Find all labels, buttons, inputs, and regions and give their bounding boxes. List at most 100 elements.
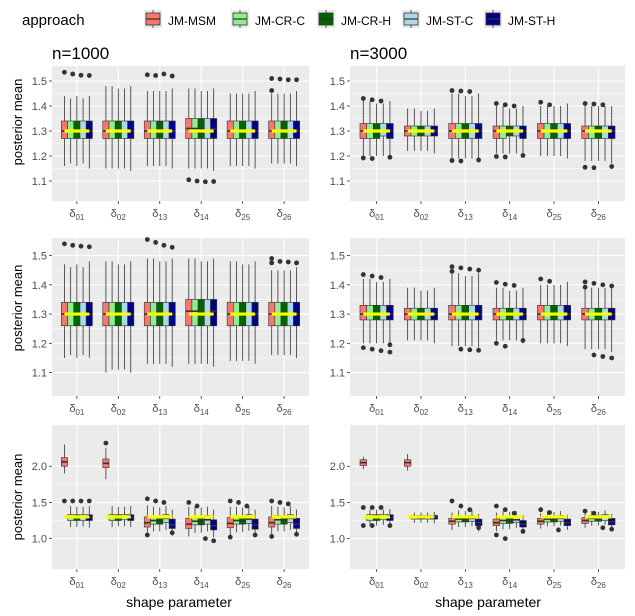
outlier-point	[449, 158, 455, 163]
outlier-point	[144, 237, 150, 242]
outlier-point	[62, 241, 67, 247]
outlier-point	[227, 498, 233, 504]
outlier-point	[78, 243, 84, 249]
y-tick-label: 1.1	[330, 368, 345, 380]
outlier-point	[387, 154, 393, 160]
x-tick-subscript: 26	[283, 213, 292, 222]
x-tick-subscript: 25	[553, 408, 562, 417]
outlier-point	[520, 528, 526, 534]
x-tick-symbol: δ	[69, 576, 75, 588]
y-axis-title: posterior mean	[10, 79, 25, 166]
outlier-point	[62, 69, 67, 75]
x-tick-subscript: 02	[420, 408, 429, 417]
outlier-point	[476, 157, 482, 163]
outlier-point	[70, 242, 76, 248]
box-group-δ01	[359, 96, 394, 161]
box-group-δ01	[359, 272, 394, 355]
box-jm-st-h	[168, 518, 176, 529]
outlier-point	[194, 503, 200, 509]
x-tick-subscript: 02	[117, 213, 126, 222]
x-tick-subscript: 14	[508, 213, 517, 222]
x-tick-label: δ26	[277, 403, 293, 417]
x-tick-label: δ14	[502, 403, 518, 417]
outlier-point	[476, 347, 482, 353]
outlier-point	[360, 523, 366, 528]
outlier-point	[609, 164, 615, 169]
outlier-point	[78, 498, 84, 504]
x-tick-symbol: δ	[235, 208, 241, 220]
x-tick-subscript: 25	[241, 213, 250, 222]
outlier-point	[236, 500, 241, 505]
x-tick-symbol: δ	[413, 403, 419, 415]
box-group-δ02	[404, 108, 438, 154]
outlier-point	[360, 345, 366, 351]
outlier-point	[449, 498, 455, 504]
x-tick-subscript: 01	[75, 213, 84, 222]
outlier-point	[86, 498, 92, 504]
panel-background	[350, 66, 625, 201]
x-tick-symbol: δ	[369, 576, 375, 588]
outlier-point	[502, 343, 508, 349]
outlier-point	[161, 242, 167, 248]
x-tick-label: δ25	[547, 208, 563, 222]
legend-entry-jm-st-c: JM-ST-C	[402, 10, 474, 28]
x-tick-label: δ02	[111, 403, 127, 417]
y-tick-label: 1.3	[32, 309, 47, 321]
panel-background	[350, 425, 625, 569]
outlier-point	[502, 536, 508, 542]
panel-background	[52, 238, 309, 396]
outlier-point	[493, 101, 499, 106]
x-tick-symbol: δ	[547, 576, 553, 588]
x-tick-symbol: δ	[547, 403, 553, 415]
x-tick-subscript: 02	[420, 581, 429, 590]
outlier-point	[387, 523, 393, 528]
x-tick-label: δ26	[277, 576, 293, 590]
outlier-point	[360, 96, 366, 101]
outlier-point	[387, 349, 393, 355]
box-group-δ01	[359, 456, 394, 528]
x-tick-label: δ14	[194, 208, 210, 222]
y-tick-label: 1.5	[330, 76, 345, 88]
outlier-point	[502, 102, 508, 108]
y-tick-label: 1.5	[32, 497, 47, 509]
x-tick-label: δ26	[591, 403, 607, 417]
x-tick-subscript: 25	[553, 581, 562, 590]
x-tick-subscript: 26	[597, 581, 606, 590]
outlier-point	[502, 507, 508, 513]
y-tick-label: 1.5	[32, 251, 47, 263]
y-tick-label: 1.1	[32, 368, 47, 380]
box-group-δ13	[143, 237, 176, 367]
outlier-point	[211, 538, 217, 544]
outlier-point	[600, 102, 606, 108]
x-tick-subscript: 25	[241, 581, 250, 590]
x-tick-subscript: 25	[553, 213, 562, 222]
box-group-δ02	[102, 261, 135, 373]
x-tick-subscript: 25	[241, 408, 250, 417]
x-tick-label: δ01	[69, 208, 85, 222]
box-group-δ14	[492, 280, 527, 349]
outlier-point	[449, 268, 455, 274]
x-tick-label: δ14	[502, 576, 518, 590]
x-tick-label: δ01	[69, 576, 85, 590]
x-tick-symbol: δ	[152, 576, 158, 588]
outlier-point	[269, 260, 275, 266]
x-tick-subscript: 14	[200, 581, 209, 590]
outlier-point	[502, 154, 508, 160]
outlier-point	[476, 267, 482, 273]
outlier-point	[378, 275, 384, 280]
x-tick-label: δ01	[69, 403, 85, 417]
outlier-point	[476, 525, 482, 531]
column-titles: n=1000 n=3000	[52, 44, 407, 63]
outlier-point	[556, 527, 561, 533]
legend-entry-jm-cr-h: JM-CR-H	[317, 10, 391, 28]
x-tick-symbol: δ	[413, 208, 419, 220]
box-group-δ26	[268, 498, 300, 539]
x-tick-label: δ25	[547, 576, 563, 590]
outlier-point	[285, 501, 291, 507]
x-tick-label: δ14	[502, 208, 518, 222]
x-tick-symbol: δ	[69, 403, 75, 415]
x-tick-label: δ26	[277, 208, 293, 222]
